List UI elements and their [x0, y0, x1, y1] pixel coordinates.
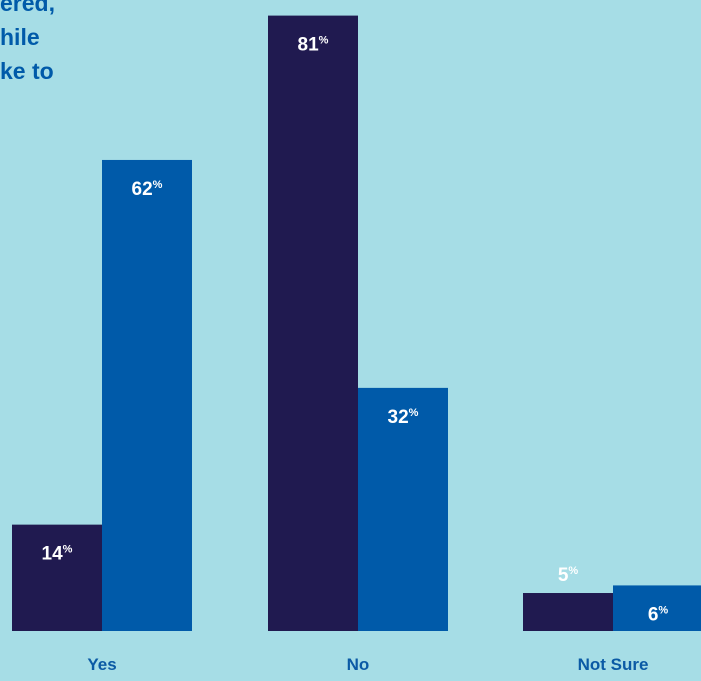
bar-yes-series-2: [102, 160, 192, 631]
category-label-not-sure: Not Sure: [578, 655, 649, 674]
category-label-no: No: [347, 655, 370, 674]
data-label-not-sure-series-1: 5%: [558, 565, 579, 586]
bar-no-series-1: [268, 16, 358, 631]
category-label-yes: Yes: [87, 655, 116, 674]
bar-yes-series-1: [12, 525, 102, 631]
bar-not-sure-series-1: [523, 593, 613, 631]
